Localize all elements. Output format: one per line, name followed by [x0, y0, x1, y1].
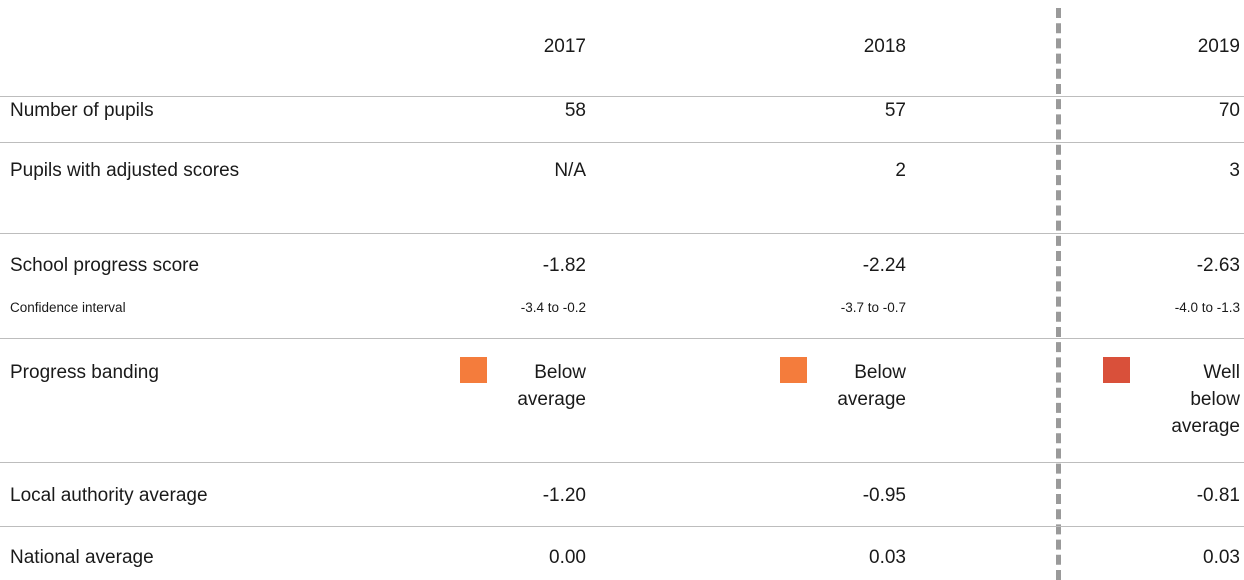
cell-value: 70	[1218, 100, 1240, 121]
cell-value: 57	[884, 100, 906, 121]
row-rule	[0, 233, 1244, 234]
cell-value: -1.82	[542, 255, 586, 276]
cell-value: 2	[895, 160, 906, 181]
banding-text: Below average	[837, 362, 906, 410]
row-label: Local authority average	[10, 485, 208, 506]
row-label: National average	[10, 547, 154, 568]
banding-swatch	[1103, 357, 1130, 383]
row-rule	[0, 96, 1244, 97]
cell-value: N/A	[554, 160, 586, 181]
row-label: Number of pupils	[10, 100, 154, 121]
row-label: Pupils with adjusted scores	[10, 160, 240, 181]
row-rule	[0, 526, 1244, 527]
row-label: Confidence interval	[10, 300, 126, 315]
cell-value: 0.03	[1203, 547, 1240, 568]
cell-value: -3.7 to -0.7	[840, 300, 906, 315]
cell-value: -3.4 to -0.2	[520, 300, 586, 315]
banding-text: Below average	[517, 362, 586, 410]
column-header: 2018	[863, 36, 906, 57]
cell-value: -0.81	[1196, 485, 1240, 506]
column-divider	[1056, 8, 1061, 580]
cell-value: -4.0 to -1.3	[1174, 300, 1240, 315]
row-rule	[0, 142, 1244, 143]
cell-value: -2.24	[862, 255, 906, 276]
row-label: Progress banding	[10, 362, 159, 383]
cell-value: -1.20	[542, 485, 586, 506]
column-header: 2017	[543, 36, 586, 57]
cell-value: 0.03	[869, 547, 906, 568]
banding-swatch	[460, 357, 487, 383]
cell-value: 0.00	[549, 547, 586, 568]
row-rule	[0, 338, 1244, 339]
cell-value: 58	[564, 100, 586, 121]
row-label: School progress score	[10, 255, 200, 276]
column-header: 2019	[1197, 36, 1240, 57]
cell-value: -0.95	[862, 485, 906, 506]
cell-value: 3	[1229, 160, 1240, 181]
row-rule	[0, 462, 1244, 463]
banding-swatch	[780, 357, 807, 383]
cell-value: -2.63	[1196, 255, 1240, 276]
banding-text: Well below average	[1171, 362, 1240, 437]
